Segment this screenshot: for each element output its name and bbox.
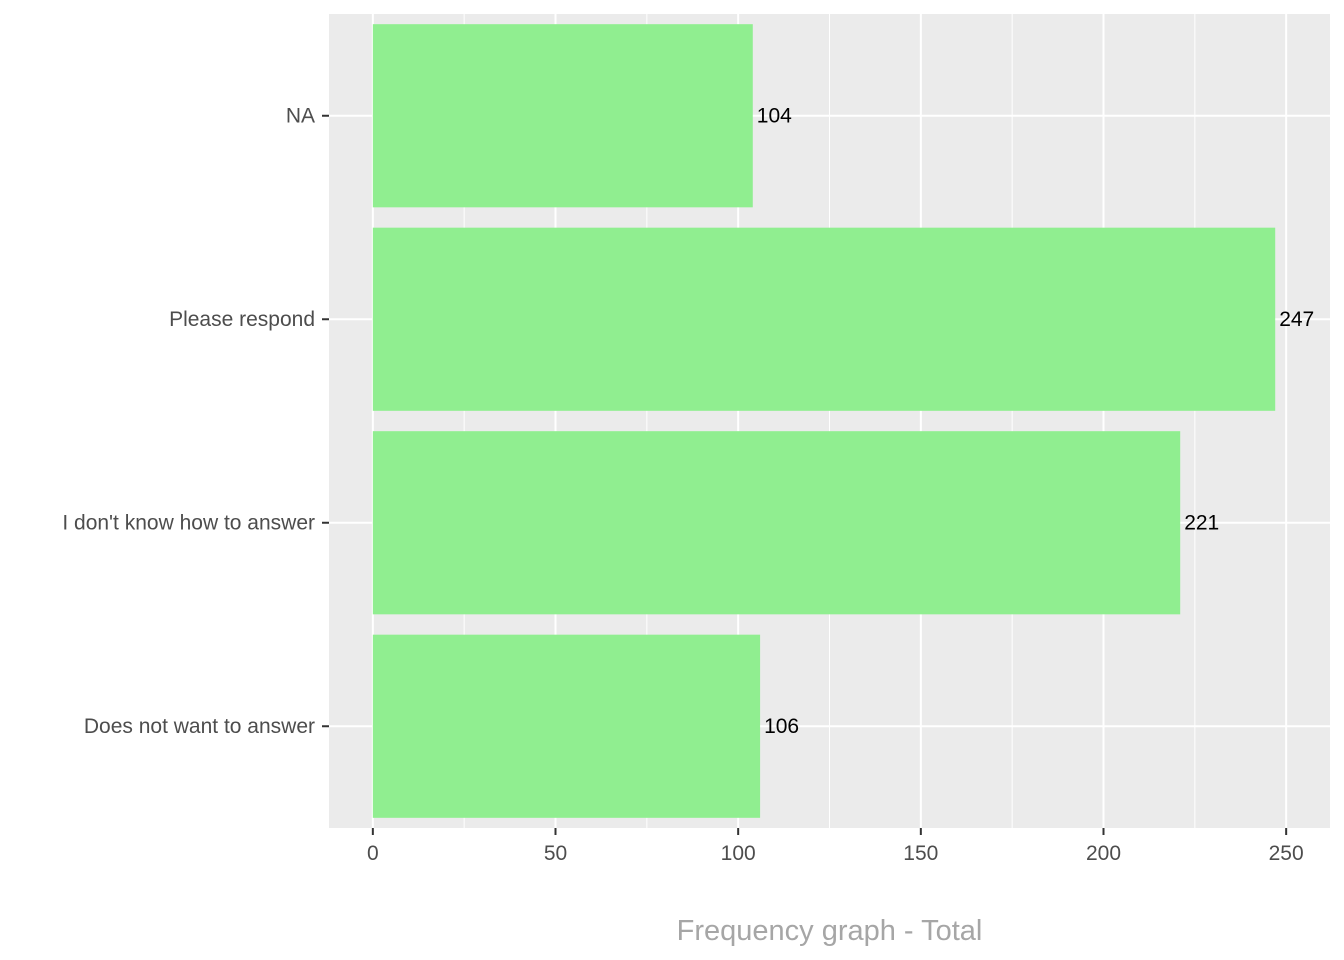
x-tick-label: 150	[903, 842, 938, 865]
y-tick-label: Please respond	[169, 308, 315, 331]
data-label: 104	[757, 104, 792, 127]
y-tick-label: NA	[286, 104, 315, 127]
x-axis-title: Frequency graph - Total	[677, 915, 983, 947]
x-axis: 0 50 100 150 200 250	[367, 828, 1304, 865]
x-tick-label: 50	[544, 842, 567, 865]
y-tick-label: I don't know how to answer	[62, 511, 315, 534]
bar	[372, 227, 1276, 411]
data-label: 221	[1184, 511, 1219, 534]
x-tick-label: 250	[1269, 842, 1304, 865]
x-tick-label: 100	[721, 842, 756, 865]
y-axis: NA Please respond I don't know how to answ…	[62, 104, 329, 738]
y-tick-label: Does not want to answer	[84, 715, 315, 738]
data-label: 106	[764, 715, 799, 738]
data-label: 247	[1279, 308, 1314, 331]
x-tick-label: 200	[1086, 842, 1121, 865]
bar	[372, 431, 1181, 615]
data-labels: 104 247 221 106	[757, 104, 1314, 738]
x-tick-label: 0	[367, 842, 379, 865]
bar	[372, 634, 761, 818]
bar	[372, 24, 753, 208]
bars	[372, 24, 1276, 818]
